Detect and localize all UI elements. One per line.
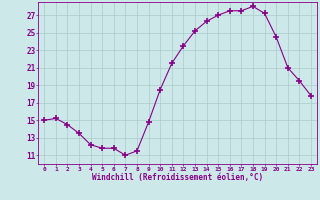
X-axis label: Windchill (Refroidissement éolien,°C): Windchill (Refroidissement éolien,°C) — [92, 173, 263, 182]
